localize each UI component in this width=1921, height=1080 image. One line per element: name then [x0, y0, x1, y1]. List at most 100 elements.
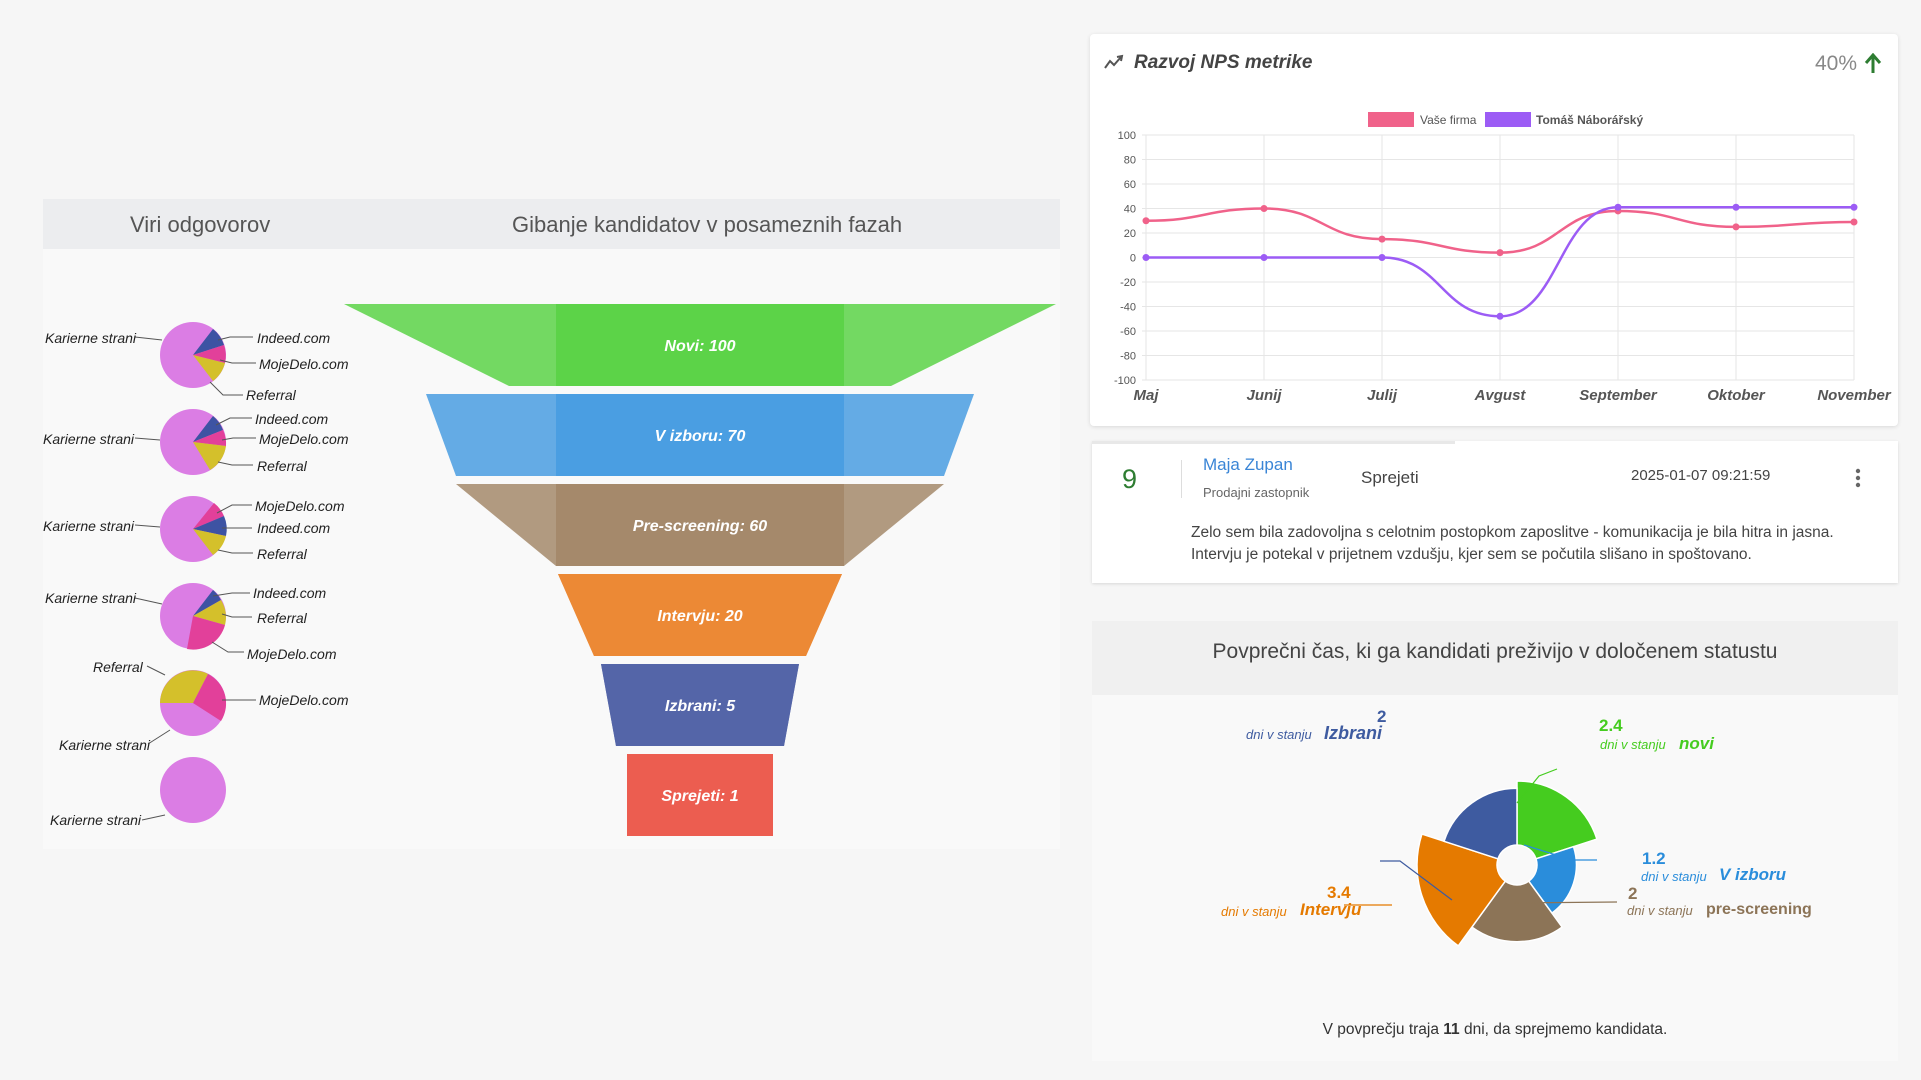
funnel-chart: Novi: 100 V izboru: 70 Pre-screening: 60 In…: [344, 304, 1056, 836]
pie4-label-referral: Referral: [257, 610, 307, 626]
pie3-label-karierne: Karierne strani: [43, 518, 135, 534]
polar-segment[interactable]: [1416, 833, 1507, 947]
review-score: 9: [1122, 464, 1138, 494]
source-pie-3[interactable]: [160, 496, 227, 562]
source-pie-5[interactable]: [160, 670, 227, 736]
y-tick-label: -20: [1120, 277, 1136, 289]
x-tick-label: Junij: [1246, 387, 1282, 404]
legend-label-tomas: Tomáš Náborářský: [1536, 113, 1643, 127]
intervju-value: 3.4: [1327, 883, 1351, 902]
vizboru-prefix: dni v stanju: [1641, 869, 1707, 884]
y-tick-label: -60: [1120, 326, 1136, 338]
polar-segment[interactable]: [1516, 780, 1598, 860]
review-text-line2: Intervju je potekal v prijetnem vzdušju,…: [1191, 546, 1752, 563]
pie1-label-referral: Referral: [246, 387, 296, 403]
series-point-1[interactable]: [1732, 203, 1740, 211]
nps-legend: Vaše firma Tomáš Náborářský: [1368, 112, 1643, 127]
pie3-label-referral: Referral: [257, 546, 307, 562]
review-divider: [1181, 460, 1182, 498]
pie1-label-mojedelo: MojeDelo.com: [259, 356, 349, 372]
pie5-label-referral: Referral: [93, 659, 143, 675]
more-vertical-icon[interactable]: [1850, 464, 1866, 492]
review-text-line1: Zelo sem bila zadovoljna s celotnim post…: [1191, 524, 1834, 541]
series-point-1[interactable]: [1378, 254, 1386, 261]
sources-title: Viri odgovorov: [130, 212, 271, 237]
y-tick-label: 80: [1124, 155, 1136, 167]
pie5-label-karierne: Karierne strani: [59, 737, 151, 753]
series-point-0[interactable]: [1260, 205, 1268, 212]
review-role: Prodajni zastopnik: [1203, 485, 1310, 500]
funnel-stage[interactable]: [601, 664, 799, 746]
vizboru-value: 1.2: [1642, 849, 1666, 868]
source-pies: [134, 322, 256, 823]
funnel-stage-label: Novi: 100: [664, 338, 735, 355]
source-pie-1[interactable]: [160, 322, 226, 388]
left-header: [43, 199, 1060, 249]
avg-time-polar-chart: [1344, 768, 1618, 947]
source-pie-2[interactable]: [160, 409, 227, 475]
x-tick-label: Julij: [1367, 387, 1398, 404]
novi-name: novi: [1679, 734, 1714, 753]
intervju-prefix: dni v stanju: [1221, 904, 1287, 919]
avg-time-header: [1092, 621, 1898, 695]
review-datetime: 2025-01-07 09:21:59: [1631, 467, 1771, 484]
series-point-1[interactable]: [1142, 254, 1150, 261]
series-point-1[interactable]: [1850, 203, 1858, 211]
x-tick-label: Maj: [1133, 387, 1159, 404]
series-point-0[interactable]: [1378, 235, 1386, 243]
x-tick-label: September: [1579, 387, 1658, 404]
series-point-1[interactable]: [1614, 203, 1622, 211]
funnel-stage-label: Sprejeti: 1: [661, 788, 738, 805]
funnel-stage-label: V izboru: 70: [655, 428, 746, 445]
pie3-label-indeed: Indeed.com: [257, 520, 331, 536]
funnel-title: Gibanje kandidatov v posameznih fazah: [512, 212, 903, 237]
footer-pre: V povprečju traja: [1322, 1021, 1439, 1038]
pie2-label-indeed: Indeed.com: [255, 411, 329, 427]
pie6-label-karierne: Karierne strani: [50, 812, 142, 828]
pie2-label-referral: Referral: [257, 458, 307, 474]
series-point-1[interactable]: [1496, 312, 1504, 320]
pie3-label-mojedelo: MojeDelo.com: [255, 498, 345, 514]
izbrani-prefix: dni v stanju: [1246, 727, 1312, 742]
izbrani-value: 2: [1377, 707, 1387, 726]
line-chart-icon: [1104, 54, 1124, 69]
nps-value: 40%: [1815, 52, 1858, 75]
intervju-name: Intervju: [1300, 900, 1362, 919]
pie2-label-mojedelo: MojeDelo.com: [259, 431, 349, 447]
source-pie-6[interactable]: [160, 757, 226, 823]
funnel-stage[interactable]: [556, 304, 844, 386]
pie5-label-mojedelo: MojeDelo.com: [259, 692, 349, 708]
review-name-link[interactable]: Maja Zupan: [1203, 455, 1293, 474]
nps-card: [1090, 34, 1898, 426]
vizboru-name: V izboru: [1719, 865, 1787, 884]
funnel-stage[interactable]: [556, 394, 844, 476]
series-point-1[interactable]: [1260, 254, 1268, 261]
funnel-stage-label: Izbrani: 5: [665, 698, 736, 715]
pie4-label-karierne: Karierne strani: [45, 590, 137, 606]
y-tick-label: 100: [1118, 130, 1136, 142]
series-point-0[interactable]: [1732, 223, 1740, 231]
polar-segment[interactable]: [1443, 787, 1518, 860]
series-point-0[interactable]: [1142, 217, 1150, 225]
avg-time-title: Povprečni čas, ki ga kandidati preživijo…: [1212, 640, 1778, 663]
novi-prefix: dni v stanju: [1600, 737, 1666, 752]
x-tick-label: Avgust: [1474, 387, 1527, 404]
source-pie-4[interactable]: [160, 583, 226, 650]
funnel-stage-label: Pre-screening: 60: [633, 518, 767, 535]
funnel-stage[interactable]: [556, 484, 844, 566]
y-tick-label: -80: [1120, 351, 1136, 363]
arrow-up-icon: [1864, 53, 1882, 73]
legend-label-vase-firma: Vaše firma: [1420, 113, 1477, 127]
pie2-label-karierne: Karierne strani: [43, 431, 135, 447]
nps-title: Razvoj NPS metrike: [1134, 52, 1313, 73]
funnel-stage[interactable]: [627, 754, 773, 836]
legend-swatch-tomas: [1485, 112, 1531, 127]
review-card: [1092, 441, 1898, 583]
footer-post: dni, da sprejmemo kandidata.: [1463, 1021, 1668, 1038]
x-tick-label: November: [1817, 387, 1892, 404]
y-tick-label: 20: [1124, 228, 1136, 240]
funnel-stage[interactable]: [558, 574, 842, 656]
footer-num: 11: [1443, 1021, 1460, 1038]
series-point-0[interactable]: [1850, 218, 1858, 226]
series-point-0[interactable]: [1496, 249, 1504, 257]
